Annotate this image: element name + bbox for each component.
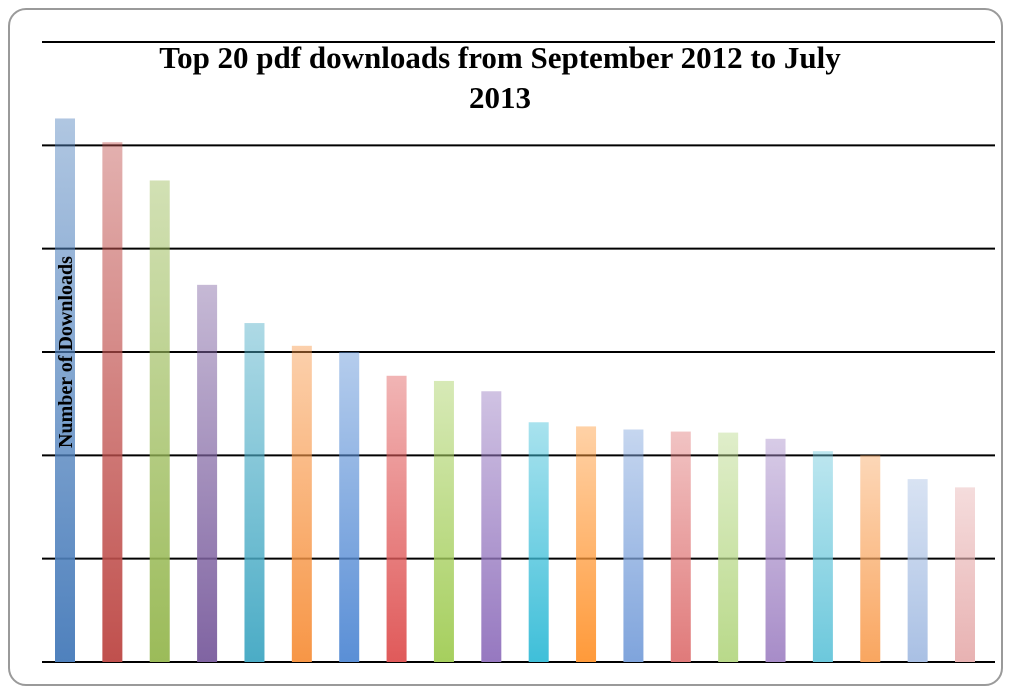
bar xyxy=(481,391,502,662)
bar xyxy=(244,323,265,662)
bar xyxy=(907,479,928,662)
bar xyxy=(670,431,691,662)
bar xyxy=(860,455,881,662)
bar xyxy=(576,426,597,662)
bar xyxy=(149,180,170,662)
bar xyxy=(812,451,833,662)
bar xyxy=(433,380,454,662)
bar xyxy=(102,142,123,662)
bar xyxy=(339,352,360,662)
chart-title: Top 20 pdf downloads from September 2012… xyxy=(159,40,841,115)
bar xyxy=(55,118,75,662)
bar xyxy=(386,375,407,662)
bar xyxy=(623,429,644,662)
chart-frame xyxy=(8,8,1003,686)
bar xyxy=(197,284,218,662)
y-axis-label: Number of Downloads xyxy=(55,256,77,448)
bar xyxy=(718,432,739,662)
bar xyxy=(765,438,786,662)
bar xyxy=(955,487,975,662)
bar xyxy=(528,422,549,662)
bar xyxy=(291,345,312,662)
